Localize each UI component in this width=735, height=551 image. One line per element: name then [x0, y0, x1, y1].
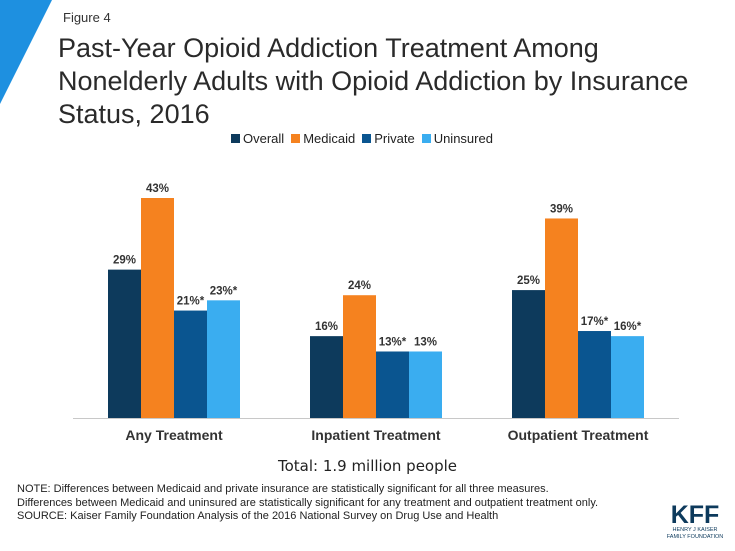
- bar-overall-0: [108, 269, 141, 418]
- logo-subtitle-1: HENRY J KAISER: [672, 527, 717, 533]
- kff-logo: KFF HENRY J KAISER FAMILY FOUNDATION: [667, 501, 724, 540]
- legend-swatch-medicaid: [291, 134, 301, 143]
- data-label-overall-2: 25%: [517, 275, 540, 287]
- bar-uninsured-2: [611, 336, 644, 418]
- legend-item-private: Private: [362, 131, 415, 146]
- legend-item-medicaid: Medicaid: [291, 131, 355, 146]
- legend-label-private: Private: [374, 131, 415, 146]
- bar-overall-1: [310, 336, 343, 418]
- bar-private-2: [578, 331, 611, 418]
- data-label-private-0: 21%*: [177, 296, 205, 308]
- bar-medicaid-2: [545, 218, 578, 418]
- chart-legend: Overall Medicaid Private Uninsured: [231, 131, 500, 146]
- chart-title: Past-Year Opioid Addiction Treatment Amo…: [58, 33, 689, 129]
- data-label-uninsured-2: 16%*: [614, 321, 642, 333]
- total-label: Total: 1.9 million people: [277, 457, 458, 475]
- data-label-overall-0: 29%: [113, 255, 136, 267]
- legend-item-overall: Overall: [231, 131, 284, 146]
- corner-accent: [0, 0, 52, 104]
- legend-swatch-private: [362, 134, 372, 143]
- data-label-medicaid-1: 24%: [348, 280, 371, 292]
- data-label-uninsured-1: 13%: [414, 336, 437, 348]
- data-label-overall-1: 16%: [315, 321, 338, 333]
- legend-swatch-uninsured: [421, 134, 431, 143]
- data-label-private-1: 13%*: [379, 336, 407, 348]
- note-block: NOTE: Differences between Medicaid and p…: [17, 483, 627, 524]
- legend-swatch-overall: [231, 134, 240, 143]
- data-label-medicaid-2: 39%: [550, 203, 573, 215]
- category-label: Any Treatment: [125, 427, 223, 443]
- figure-label: Figure 4: [63, 10, 111, 25]
- legend-label-uninsured: Uninsured: [433, 131, 493, 146]
- note-line: Differences between Medicaid and uninsur…: [17, 496, 599, 509]
- data-label-medicaid-0: 43%: [146, 183, 169, 195]
- logo-text: KFF: [671, 501, 720, 529]
- data-label-private-2: 17%*: [581, 316, 609, 328]
- bar-chart: 29% 43% 21%* 23%* Any Treatment 16% 24% 13%* 13%…: [73, 183, 679, 443]
- category-label: Inpatient Treatment: [311, 427, 440, 443]
- bar-uninsured-0: [207, 300, 240, 418]
- bar-medicaid-1: [343, 295, 376, 418]
- logo-subtitle-2: FAMILY FOUNDATION: [667, 534, 724, 540]
- note-line: NOTE: Differences between Medicaid and p…: [17, 483, 549, 495]
- data-label-uninsured-0: 23%*: [210, 285, 238, 297]
- source-line: SOURCE: Kaiser Family Foundation Analysi…: [17, 510, 499, 522]
- bar-medicaid-0: [141, 198, 174, 418]
- bar-overall-2: [512, 290, 545, 418]
- bar-private-0: [174, 310, 207, 418]
- category-label: Outpatient Treatment: [508, 427, 649, 443]
- bar-uninsured-1: [409, 351, 442, 418]
- legend-label-overall: Overall: [243, 131, 285, 146]
- legend-label-medicaid: Medicaid: [303, 131, 356, 146]
- legend-item-uninsured: Uninsured: [421, 131, 493, 146]
- bar-private-1: [376, 351, 409, 418]
